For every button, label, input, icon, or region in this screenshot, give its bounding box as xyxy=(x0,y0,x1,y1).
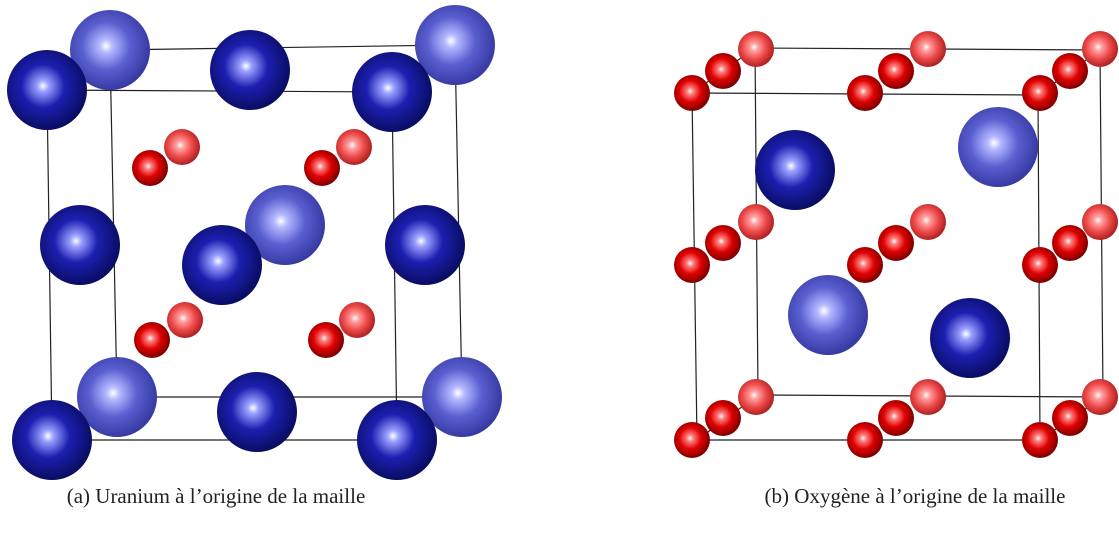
uranium-atom xyxy=(385,205,465,285)
uranium-atom xyxy=(210,30,290,110)
uranium-atom xyxy=(357,400,437,480)
oxygen-atom xyxy=(878,400,914,436)
uranium-atom xyxy=(958,107,1038,187)
oxygen-atom xyxy=(738,379,774,415)
oxygen-atom xyxy=(1022,75,1058,111)
oxygen-atom xyxy=(674,422,710,458)
oxygen-atom xyxy=(1082,379,1118,415)
caption: (a) Uranium à l’origine de la maille xyxy=(0,484,476,509)
oxygen-atom xyxy=(1022,422,1058,458)
oxygen-atom xyxy=(705,225,741,261)
oxygen-atom xyxy=(910,204,946,240)
oxygen-atom xyxy=(1052,53,1088,89)
oxygen-atom xyxy=(674,247,710,283)
oxygen-atom xyxy=(339,302,375,338)
oxygen-atom xyxy=(304,150,340,186)
oxygen-atom xyxy=(164,129,200,165)
oxygen-atom xyxy=(738,31,774,67)
uranium-atom xyxy=(788,275,868,355)
uranium-atom xyxy=(7,50,87,130)
oxygen-atom xyxy=(308,322,344,358)
oxygen-atom xyxy=(1082,204,1118,240)
oxygen-atom xyxy=(705,53,741,89)
uranium-atom xyxy=(40,205,120,285)
oxygen-atom xyxy=(134,322,170,358)
oxygen-atom xyxy=(878,53,914,89)
oxygen-atom xyxy=(1052,400,1088,436)
caption: (b) Oxygène à l’origine de la maille xyxy=(655,484,1119,509)
oxygen-atom xyxy=(167,302,203,338)
uranium-atom xyxy=(930,298,1010,378)
oxygen-atom xyxy=(1022,247,1058,283)
oxygen-atom xyxy=(847,75,883,111)
uranium-atom xyxy=(182,225,262,305)
oxygen-atom xyxy=(910,379,946,415)
oxygen-atom xyxy=(705,400,741,436)
uranium-atom xyxy=(12,400,92,480)
figure: (a) Uranium à l’origine de la maille (b)… xyxy=(0,0,1119,538)
uranium-atom xyxy=(352,52,432,132)
crystal-structures xyxy=(0,0,1119,480)
oxygen-atom xyxy=(1052,225,1088,261)
uranium-atom xyxy=(217,372,297,452)
oxygen-atom xyxy=(336,129,372,165)
oxygen-atom xyxy=(910,31,946,67)
oxygen-atom xyxy=(738,204,774,240)
oxygen-atom xyxy=(132,150,168,186)
oxygen-atom xyxy=(847,247,883,283)
uranium-atom xyxy=(755,130,835,210)
oxygen-atom xyxy=(878,225,914,261)
oxygen-atom xyxy=(674,75,710,111)
oxygen-atom xyxy=(1082,31,1118,67)
oxygen-atom xyxy=(847,422,883,458)
